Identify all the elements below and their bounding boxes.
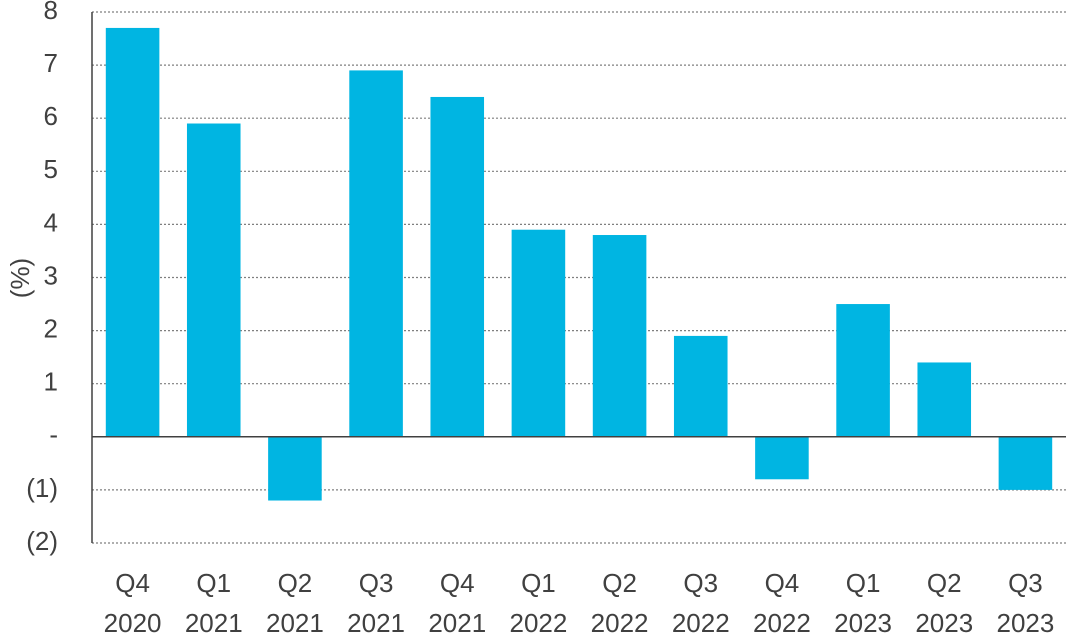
bar <box>998 436 1053 490</box>
bars <box>105 27 1053 501</box>
bar <box>430 96 485 437</box>
bar <box>917 362 972 437</box>
x-tick-label-year: 2020 <box>104 608 162 638</box>
bar <box>105 27 160 437</box>
x-tick-label-quarter: Q1 <box>846 568 881 598</box>
x-tick-label-year: 2021 <box>428 608 486 638</box>
x-tick-label-year: 2023 <box>915 608 973 638</box>
x-tick-label-year: 2022 <box>672 608 730 638</box>
y-tick-label: 7 <box>44 48 58 78</box>
y-tick-labels: 8 7 6 5 4 3 2 1 - (1) (2) <box>26 0 58 556</box>
y-tick-label: 1 <box>44 367 58 397</box>
x-tick-label-year: 2022 <box>591 608 649 638</box>
x-tick-label-quarter: Q4 <box>115 568 150 598</box>
x-tick-label-year: 2021 <box>347 608 405 638</box>
bar <box>186 123 241 437</box>
x-tick-labels: Q4 2020 Q1 2021 Q2 2021 Q3 2021 Q4 2021 Q1 2022 Q2 20… <box>104 568 1055 638</box>
bar <box>511 229 566 437</box>
y-tick-label: (2) <box>26 526 58 556</box>
y-tick-label: 4 <box>44 207 58 237</box>
x-tick-label-year: 2023 <box>834 608 892 638</box>
y-tick-label: 5 <box>44 154 58 184</box>
x-tick-label-quarter: Q3 <box>359 568 394 598</box>
y-tick-label: 6 <box>44 101 58 131</box>
x-tick-label-year: 2021 <box>185 608 243 638</box>
x-tick-label-quarter: Q4 <box>765 568 800 598</box>
y-tick-label: 8 <box>44 0 58 25</box>
x-tick-label-quarter: Q2 <box>927 568 962 598</box>
bar <box>268 436 322 501</box>
y-tick-label: (1) <box>26 473 58 503</box>
x-tick-label-quarter: Q1 <box>196 568 231 598</box>
x-tick-label-year: 2023 <box>996 608 1054 638</box>
axes <box>91 12 1066 543</box>
x-tick-label-year: 2022 <box>753 608 811 638</box>
y-tick-label: 2 <box>44 313 58 343</box>
bar <box>836 304 890 437</box>
x-tick-label-year: 2021 <box>266 608 324 638</box>
x-tick-label-quarter: Q4 <box>440 568 475 598</box>
bar <box>755 436 809 480</box>
x-tick-label-quarter: Q2 <box>278 568 313 598</box>
bar <box>592 235 647 437</box>
y-axis-label: (%) <box>5 258 35 298</box>
x-tick-label-year: 2022 <box>509 608 567 638</box>
x-tick-label-quarter: Q2 <box>602 568 637 598</box>
bar <box>349 70 403 437</box>
y-tick-label: 3 <box>44 260 58 290</box>
x-tick-label-quarter: Q3 <box>683 568 718 598</box>
x-tick-label-quarter: Q3 <box>1008 568 1043 598</box>
y-tick-label: - <box>49 420 58 450</box>
x-tick-label-quarter: Q1 <box>521 568 556 598</box>
bar <box>673 335 728 437</box>
